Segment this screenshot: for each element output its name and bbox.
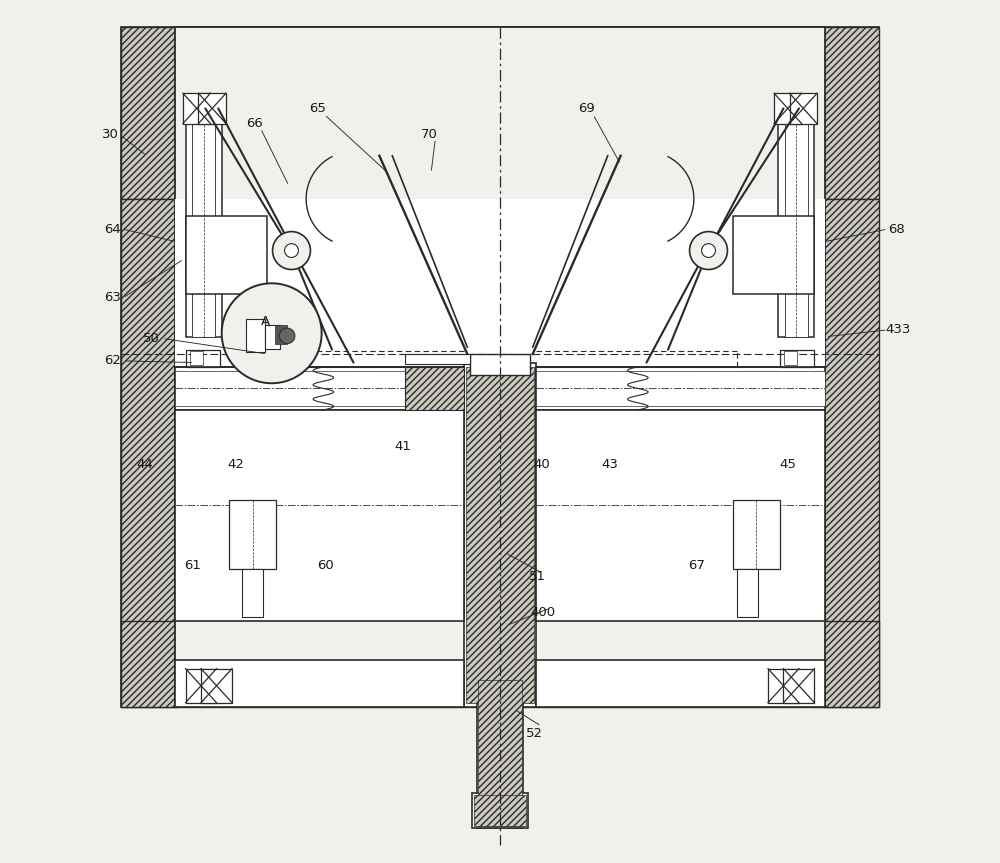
Text: 52: 52 <box>526 727 543 740</box>
Bar <box>737 570 758 617</box>
Bar <box>265 324 280 349</box>
Bar <box>275 324 287 343</box>
Text: 68: 68 <box>888 223 905 236</box>
Bar <box>175 198 825 621</box>
Bar <box>470 354 530 375</box>
Bar <box>242 570 263 617</box>
Circle shape <box>279 328 295 343</box>
Bar <box>175 410 464 621</box>
Text: A: A <box>261 315 270 328</box>
Bar <box>774 93 802 123</box>
Bar <box>477 673 523 828</box>
Bar <box>198 93 226 123</box>
Text: 65: 65 <box>309 102 326 115</box>
Bar <box>478 680 522 826</box>
Text: 433: 433 <box>885 324 911 337</box>
Bar <box>474 795 526 826</box>
Circle shape <box>690 231 727 269</box>
Text: 42: 42 <box>227 457 244 470</box>
Text: 64: 64 <box>104 223 121 236</box>
Circle shape <box>273 231 310 269</box>
Bar <box>790 93 817 123</box>
Bar <box>192 96 215 337</box>
Text: 66: 66 <box>246 117 263 129</box>
Circle shape <box>222 283 322 383</box>
Bar <box>778 96 814 337</box>
Bar <box>783 669 814 702</box>
Bar <box>768 669 799 702</box>
Bar <box>201 669 232 702</box>
Bar <box>780 350 814 367</box>
Bar <box>121 27 879 707</box>
Bar <box>733 501 780 570</box>
Bar <box>472 793 528 828</box>
Bar <box>190 351 203 365</box>
Bar <box>536 371 825 406</box>
Text: 40: 40 <box>533 457 550 470</box>
Bar <box>405 367 464 410</box>
Text: 30: 30 <box>102 128 119 141</box>
Bar <box>229 501 276 570</box>
Bar <box>707 27 879 198</box>
Bar <box>175 371 464 406</box>
Bar <box>536 410 825 621</box>
Bar <box>175 367 464 410</box>
Bar <box>784 351 797 365</box>
Bar <box>500 621 879 707</box>
Bar <box>405 354 470 364</box>
Bar <box>186 216 267 293</box>
Text: 63: 63 <box>104 292 121 305</box>
Text: 43: 43 <box>602 457 619 470</box>
Bar <box>246 319 265 352</box>
Bar <box>186 669 217 702</box>
Bar <box>121 198 177 707</box>
Text: 67: 67 <box>688 558 705 571</box>
Bar <box>536 367 825 410</box>
Text: 44: 44 <box>137 457 153 470</box>
Bar <box>733 216 814 293</box>
Text: 51: 51 <box>529 570 546 583</box>
Circle shape <box>285 243 298 257</box>
Text: 50: 50 <box>143 332 159 345</box>
Bar <box>121 27 293 198</box>
Bar <box>536 660 825 707</box>
Bar <box>186 96 222 337</box>
Bar <box>183 93 210 123</box>
Bar <box>466 367 534 702</box>
Text: 69: 69 <box>578 102 595 115</box>
Bar <box>785 96 808 337</box>
Bar <box>823 198 879 707</box>
Text: 45: 45 <box>779 457 796 470</box>
Text: 400: 400 <box>531 606 556 619</box>
Text: 60: 60 <box>318 558 334 571</box>
Text: 62: 62 <box>104 355 121 368</box>
Text: 41: 41 <box>394 439 411 453</box>
Text: 70: 70 <box>421 128 438 141</box>
Bar <box>464 362 536 707</box>
Text: 61: 61 <box>184 558 201 571</box>
Circle shape <box>702 243 715 257</box>
Bar <box>186 350 220 367</box>
Bar <box>121 621 500 707</box>
Bar <box>175 660 464 707</box>
Bar <box>175 27 825 707</box>
